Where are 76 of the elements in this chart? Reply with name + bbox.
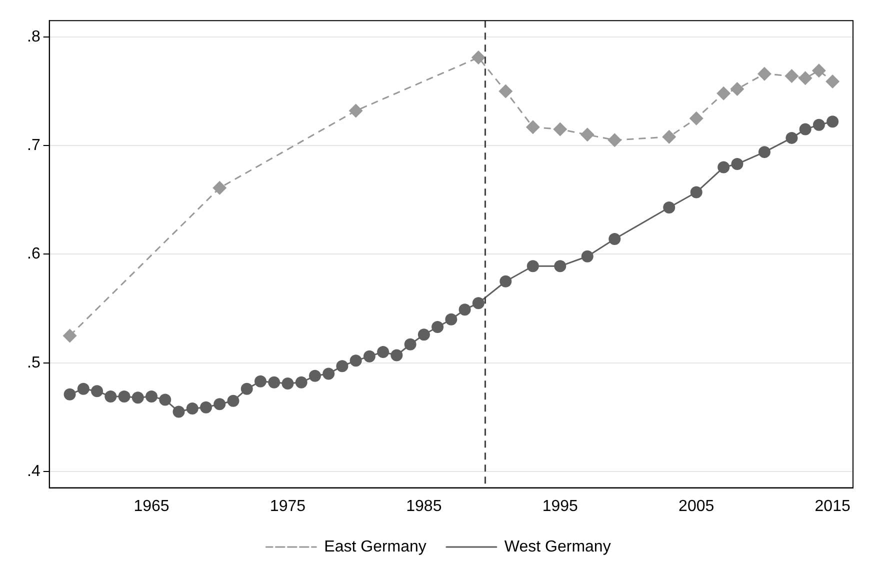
point <box>826 74 840 88</box>
point <box>132 392 144 404</box>
point <box>214 398 226 410</box>
point <box>77 382 90 395</box>
point <box>526 120 540 134</box>
point <box>690 186 702 198</box>
legend-label: West Germany <box>504 538 611 556</box>
point <box>663 201 676 214</box>
point <box>731 158 744 170</box>
point <box>322 368 335 380</box>
point <box>418 328 430 341</box>
x-tick-label: 2015 <box>814 498 850 515</box>
point <box>186 402 198 414</box>
point <box>498 84 513 98</box>
point <box>146 390 158 403</box>
point <box>350 354 362 367</box>
x-tick-label: 1965 <box>134 498 170 515</box>
point <box>172 406 185 418</box>
point <box>432 320 444 333</box>
y-tick-label: .6 <box>27 246 40 263</box>
point <box>812 118 825 131</box>
point <box>254 375 266 388</box>
point <box>581 250 594 262</box>
y-tick-label: .4 <box>27 462 40 480</box>
point <box>784 69 799 84</box>
point <box>730 82 744 96</box>
point <box>118 390 130 403</box>
point <box>212 180 227 195</box>
point <box>458 304 471 316</box>
point <box>227 394 240 407</box>
point <box>553 122 568 136</box>
point <box>404 338 416 350</box>
point <box>799 123 812 136</box>
point <box>798 71 812 86</box>
point <box>689 111 704 126</box>
legend-label: East Germany <box>324 538 426 556</box>
point <box>445 313 458 326</box>
x-tick-label: 1995 <box>542 498 578 515</box>
point <box>812 64 826 78</box>
point <box>716 86 731 100</box>
point <box>200 401 212 414</box>
point <box>662 130 676 144</box>
point <box>500 275 512 288</box>
point <box>348 104 363 118</box>
point <box>757 66 772 81</box>
point <box>240 382 253 395</box>
point <box>336 360 348 372</box>
point <box>471 50 486 65</box>
point <box>268 376 280 388</box>
x-tick-label: 2005 <box>678 498 714 515</box>
x-tick-label: 1975 <box>270 498 306 515</box>
point <box>608 232 621 245</box>
y-tick-label: .5 <box>27 354 40 372</box>
point <box>308 370 321 382</box>
point <box>282 377 294 390</box>
point <box>377 346 390 358</box>
point <box>64 388 76 400</box>
y-tick-label: .8 <box>27 28 40 46</box>
point <box>758 146 770 158</box>
point <box>472 297 484 310</box>
point <box>554 260 566 272</box>
point <box>363 350 376 362</box>
point <box>608 133 622 148</box>
point <box>62 328 77 343</box>
point <box>786 132 798 144</box>
point <box>295 376 308 388</box>
point <box>526 260 539 272</box>
x-tick-label: 1985 <box>406 498 442 515</box>
point <box>159 394 172 406</box>
point <box>91 385 104 398</box>
point <box>826 116 839 128</box>
point <box>580 128 594 142</box>
point <box>390 349 403 362</box>
point <box>718 161 730 174</box>
y-tick-label: .7 <box>27 136 40 154</box>
point <box>104 390 117 403</box>
